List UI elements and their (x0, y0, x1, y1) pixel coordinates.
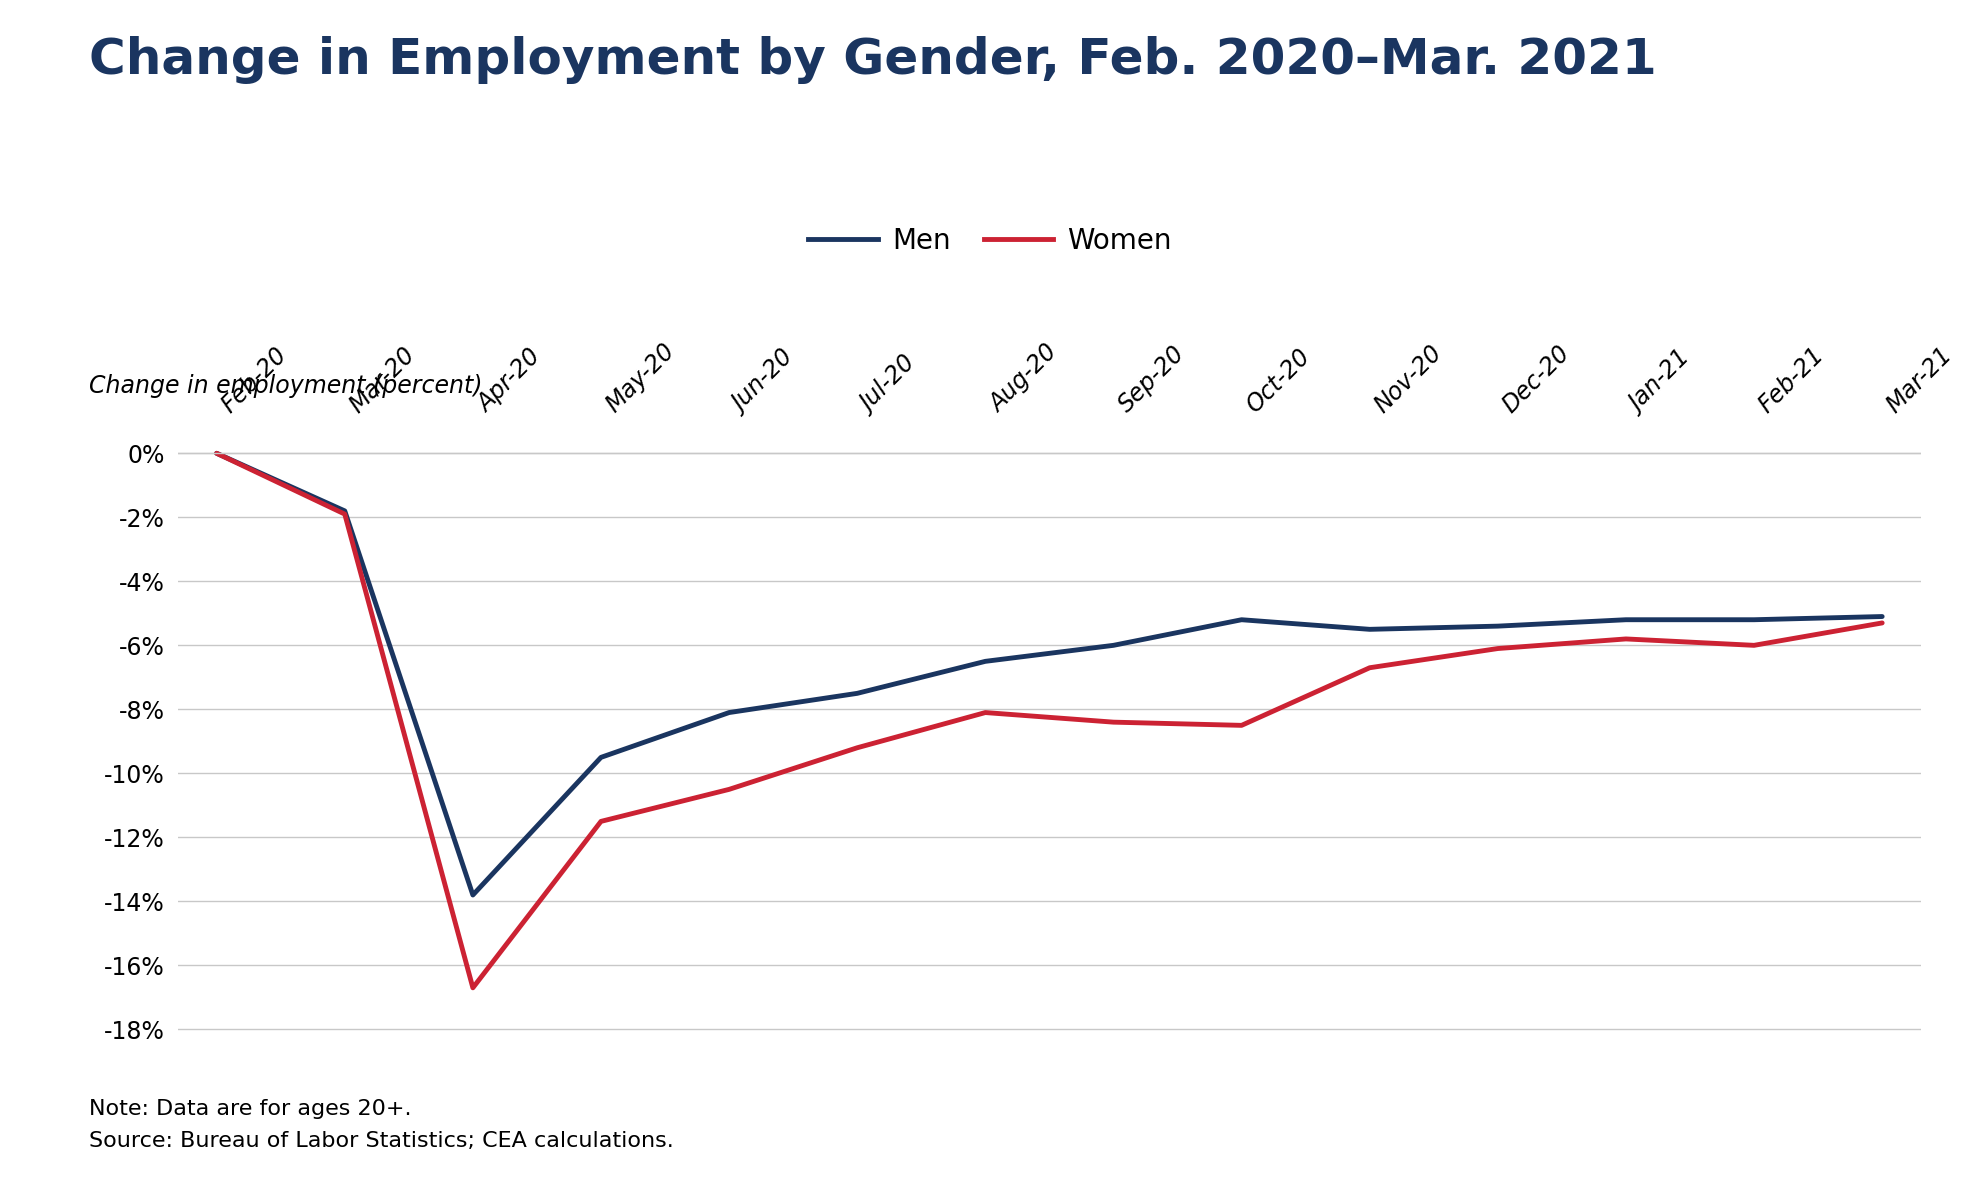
Women (1230, 719, 1253, 733)
Men (1485, 619, 1509, 633)
Men (845, 687, 869, 701)
Men (590, 751, 614, 765)
Women (845, 740, 869, 754)
Men (1230, 613, 1253, 627)
Women (1614, 632, 1637, 646)
Men (333, 504, 356, 518)
Women (1101, 715, 1125, 729)
Text: Source: Bureau of Labor Statistics; CEA calculations.: Source: Bureau of Labor Statistics; CEA … (89, 1131, 673, 1151)
Women (1485, 642, 1509, 656)
Text: Note: Data are for ages 20+.: Note: Data are for ages 20+. (89, 1099, 412, 1119)
Men (974, 655, 998, 669)
Text: Change in Employment by Gender, Feb. 2020–Mar. 2021: Change in Employment by Gender, Feb. 202… (89, 36, 1657, 83)
Women (717, 782, 741, 796)
Line: Men: Men (216, 454, 1883, 895)
Women (204, 447, 228, 461)
Men (204, 447, 228, 461)
Women (1742, 638, 1766, 652)
Men (717, 706, 741, 720)
Women (1358, 661, 1382, 675)
Women (974, 706, 998, 720)
Men (461, 887, 485, 902)
Legend: Men, Women: Men, Women (798, 216, 1182, 266)
Men (1614, 613, 1637, 627)
Women (590, 814, 614, 828)
Men (1742, 613, 1766, 627)
Women (333, 507, 356, 522)
Line: Women: Women (216, 454, 1883, 988)
Men (1871, 609, 1895, 624)
Men (1101, 638, 1125, 652)
Text: Change in employment (percent): Change in employment (percent) (89, 374, 483, 398)
Men (1358, 623, 1382, 637)
Women (461, 981, 485, 996)
Women (1871, 615, 1895, 630)
